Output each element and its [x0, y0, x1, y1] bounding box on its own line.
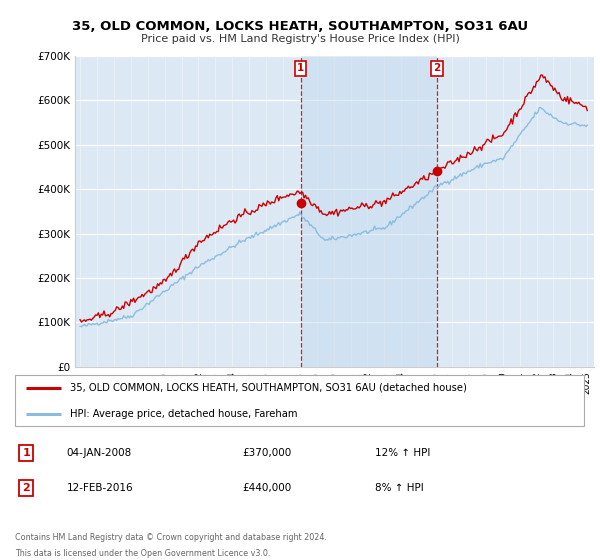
Text: 2: 2 — [23, 483, 30, 493]
Text: 8% ↑ HPI: 8% ↑ HPI — [375, 483, 424, 493]
Text: Price paid vs. HM Land Registry's House Price Index (HPI): Price paid vs. HM Land Registry's House … — [140, 34, 460, 44]
Text: This data is licensed under the Open Government Licence v3.0.: This data is licensed under the Open Gov… — [15, 549, 271, 558]
Text: 2: 2 — [433, 63, 441, 73]
Text: 04-JAN-2008: 04-JAN-2008 — [67, 448, 132, 458]
Text: £370,000: £370,000 — [242, 448, 292, 458]
Text: 1: 1 — [23, 448, 30, 458]
Text: 12-FEB-2016: 12-FEB-2016 — [67, 483, 133, 493]
Text: HPI: Average price, detached house, Fareham: HPI: Average price, detached house, Fare… — [70, 409, 297, 419]
Text: £440,000: £440,000 — [242, 483, 292, 493]
FancyBboxPatch shape — [15, 375, 584, 426]
Text: 1: 1 — [297, 63, 304, 73]
Bar — [301, 56, 437, 367]
Text: Contains HM Land Registry data © Crown copyright and database right 2024.: Contains HM Land Registry data © Crown c… — [15, 533, 327, 542]
Text: 12% ↑ HPI: 12% ↑ HPI — [375, 448, 430, 458]
Text: 35, OLD COMMON, LOCKS HEATH, SOUTHAMPTON, SO31 6AU: 35, OLD COMMON, LOCKS HEATH, SOUTHAMPTON… — [72, 20, 528, 32]
Text: 35, OLD COMMON, LOCKS HEATH, SOUTHAMPTON, SO31 6AU (detached house): 35, OLD COMMON, LOCKS HEATH, SOUTHAMPTON… — [70, 382, 466, 393]
